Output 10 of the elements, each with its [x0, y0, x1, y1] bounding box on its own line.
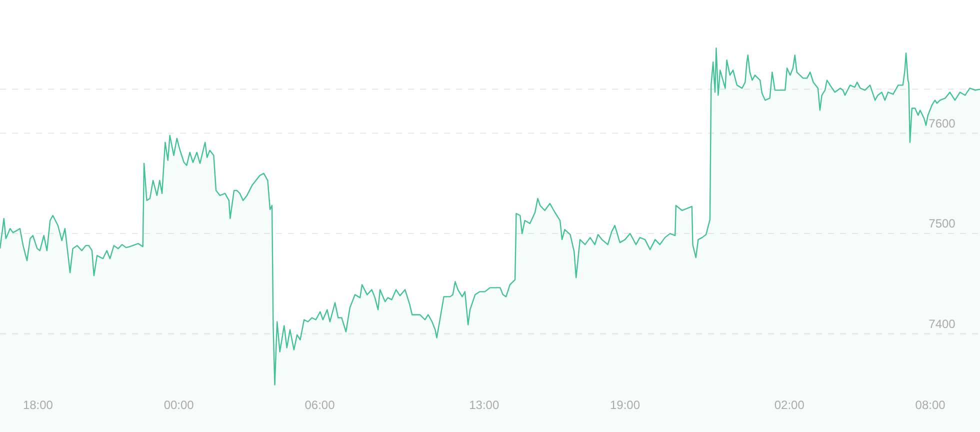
- x-tick-label: 06:00: [304, 398, 336, 412]
- x-tick-label: 08:00: [915, 398, 946, 412]
- x-tick-label: 18:00: [22, 398, 54, 412]
- y-tick-label: 7500: [928, 216, 956, 231]
- y-tick-label: 7400: [928, 316, 956, 331]
- y-tick-label: 7600: [928, 116, 956, 130]
- x-tick-label: 02:00: [774, 398, 805, 412]
- x-tick-label: 19:00: [610, 398, 640, 412]
- x-tick-label: 00:00: [164, 398, 194, 412]
- x-tick-label: 13:00: [469, 398, 500, 412]
